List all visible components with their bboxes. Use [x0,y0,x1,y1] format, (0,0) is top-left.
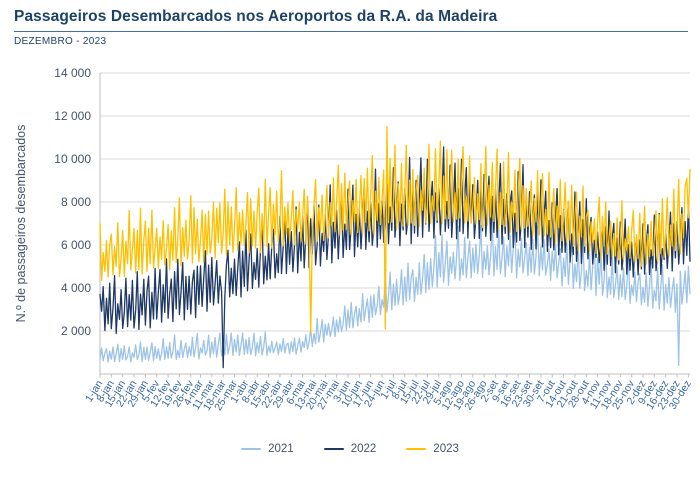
legend-item-2023: 2023 [406,443,459,455]
legend-label-2021: 2021 [268,443,294,455]
legend-swatch-2022 [323,447,344,451]
y-tick-label: 2 000 [61,324,91,338]
page-subtitle: DEZEMBRO - 2023 [14,36,107,47]
y-tick-label: 4 000 [61,281,91,295]
y-tick-label: 14 000 [54,66,91,80]
series-line-2023 [99,126,691,334]
legend-label-2023: 2023 [433,443,459,455]
y-axis-title: N.º de passageiros desembarcados [14,125,28,323]
legend-item-2021: 2021 [241,443,294,455]
legend: 2021 2022 2023 [0,443,700,455]
legend-swatch-2021 [241,447,262,451]
title-divider [14,31,688,32]
legend-label-2022: 2022 [350,443,377,455]
y-tick-label: 8 000 [61,195,91,209]
legend-item-2022: 2022 [323,443,377,455]
y-tick-label: 6 000 [61,238,91,252]
y-tick-label: 12 000 [54,109,91,123]
legend-swatch-2023 [406,447,427,451]
y-tick-label: 10 000 [54,152,91,166]
page-title: Passageiros Desembarcados nos Aeroportos… [14,8,498,25]
chart-header: Passageiros Desembarcados nos Aeroportos… [14,8,688,47]
series-line-2021 [99,218,691,367]
